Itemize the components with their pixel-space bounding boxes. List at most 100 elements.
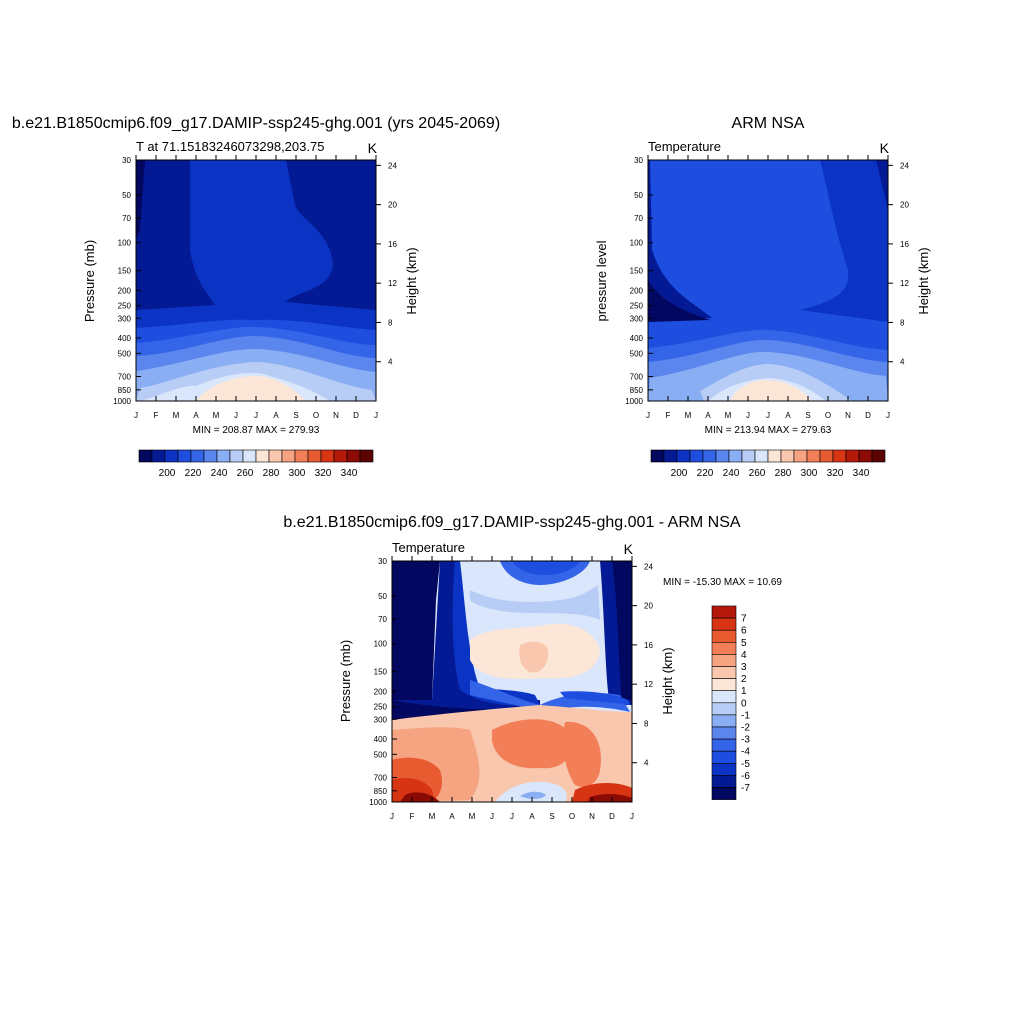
panel-diff: b.e21.B1850cmip6.f09_g17.DAMIP-ssp245-gh… — [283, 514, 782, 803]
colorbar-swatch — [711, 641, 737, 655]
colorbar-label: 200 — [671, 468, 688, 479]
colorbar-swatch — [255, 449, 270, 463]
colorbar-swatch — [711, 605, 737, 619]
colorbar-swatch — [711, 738, 737, 752]
colorbar-swatch — [767, 449, 782, 463]
axes-layer: 3050701001502002503004005007008501000242… — [113, 155, 909, 821]
tick-label-pressure: 400 — [118, 334, 132, 343]
tick-label-month: A — [529, 812, 535, 821]
tick-label-height: 16 — [388, 240, 397, 249]
tick-label-pressure: 700 — [118, 372, 132, 381]
tick-label-month: A — [705, 411, 711, 420]
tick-label-pressure: 70 — [378, 615, 387, 624]
panel-obs-colorbar: 200 220 240 260 280 300 320 340 — [650, 449, 886, 479]
tick-label-height: 12 — [644, 680, 653, 689]
colorbar-swatch — [741, 449, 756, 463]
tick-label-pressure: 150 — [118, 267, 132, 276]
tick-label-pressure: 700 — [630, 372, 644, 381]
colorbar-label: 340 — [853, 468, 870, 479]
tick-label-month: M — [685, 411, 692, 420]
tick-label-month: A — [785, 411, 791, 420]
tick-label-height: 8 — [900, 318, 905, 327]
colorbar-label: 300 — [289, 468, 306, 479]
panel-obs-left-label: Temperature — [648, 139, 721, 154]
panel-obs-title: ARM NSA — [732, 115, 805, 132]
tick-label-pressure: 200 — [630, 286, 644, 295]
tick-label-pressure: 100 — [118, 239, 132, 248]
colorbar-label: -6 — [741, 771, 750, 782]
tick-label-month: M — [469, 812, 476, 821]
colorbar-label: 3 — [741, 662, 747, 673]
colorbar-swatch — [728, 449, 743, 463]
tick-label-pressure: 30 — [122, 156, 131, 165]
colorbar-swatch — [346, 449, 361, 463]
colorbar-label: 260 — [237, 468, 254, 479]
panel-diff-plot — [391, 560, 633, 803]
colorbar-label: 220 — [697, 468, 714, 479]
panel-model-title: b.e21.B1850cmip6.f09_g17.DAMIP-ssp245-gh… — [12, 115, 500, 132]
tick-label-month: J — [766, 411, 770, 420]
tick-label-month: J — [886, 411, 890, 420]
tick-label-height: 24 — [388, 161, 397, 170]
colorbar-label: 200 — [159, 468, 176, 479]
colorbar-swatch — [845, 449, 860, 463]
tick-label-month: J — [490, 812, 494, 821]
tick-label-pressure: 300 — [374, 715, 388, 724]
tick-label-month: S — [293, 411, 298, 420]
tick-label-pressure: 70 — [634, 214, 643, 223]
tick-label-height: 4 — [900, 358, 905, 367]
tick-label-pressure: 500 — [118, 349, 132, 358]
colorbar-swatch — [663, 449, 678, 463]
colorbar-swatch — [858, 449, 873, 463]
tick-label-month: S — [805, 411, 810, 420]
colorbar-label: 5 — [741, 638, 747, 649]
tick-label-month: J — [390, 812, 394, 821]
panel-model-ylabel: Pressure (mb) — [82, 240, 97, 322]
tick-label-height: 8 — [388, 318, 393, 327]
colorbar-swatch — [151, 449, 166, 463]
colorbar-label: 240 — [723, 468, 740, 479]
colorbar-swatch — [711, 702, 737, 716]
colorbar-label: -3 — [741, 735, 750, 746]
panel-obs-plot — [647, 159, 889, 402]
colorbar-swatch — [711, 787, 737, 800]
tick-label-month: D — [353, 411, 359, 420]
tick-label-pressure: 700 — [374, 773, 388, 782]
tick-label-height: 24 — [644, 562, 653, 571]
colorbar-label: 240 — [211, 468, 228, 479]
tick-label-month: M — [725, 411, 732, 420]
tick-label-height: 20 — [644, 602, 653, 611]
colorbar-label: 6 — [741, 626, 747, 637]
colorbar-label: 1 — [741, 686, 747, 697]
tick-label-month: F — [666, 411, 671, 420]
tick-label-month: J — [134, 411, 138, 420]
tick-label-pressure: 100 — [374, 640, 388, 649]
colorbar-label: -5 — [741, 759, 750, 770]
tick-label-pressure: 850 — [630, 386, 644, 395]
tick-label-pressure: 150 — [630, 267, 644, 276]
colorbar-swatch — [806, 449, 821, 463]
colorbar-swatch — [689, 449, 704, 463]
tick-label-pressure: 50 — [122, 191, 131, 200]
tick-label-month: M — [213, 411, 220, 420]
tick-label-pressure: 400 — [374, 735, 388, 744]
colorbar-label: -1 — [741, 710, 750, 721]
tick-label-pressure: 30 — [634, 156, 643, 165]
tick-label-height: 12 — [388, 279, 397, 288]
colorbar-label: -7 — [741, 783, 750, 794]
tick-label-month: S — [549, 812, 554, 821]
tick-label-pressure: 850 — [118, 386, 132, 395]
colorbar-swatch — [711, 726, 737, 740]
tick-label-month: N — [589, 812, 595, 821]
tick-label-month: J — [630, 812, 634, 821]
tick-label-pressure: 300 — [630, 314, 644, 323]
tick-label-height: 8 — [644, 719, 649, 728]
tick-label-month: A — [273, 411, 279, 420]
tick-label-height: 20 — [900, 201, 909, 210]
colorbar-swatch — [711, 654, 737, 667]
tick-label-month: J — [510, 812, 514, 821]
tick-label-pressure: 850 — [374, 787, 388, 796]
tick-label-height: 24 — [900, 161, 909, 170]
tick-label-height: 4 — [644, 759, 649, 768]
